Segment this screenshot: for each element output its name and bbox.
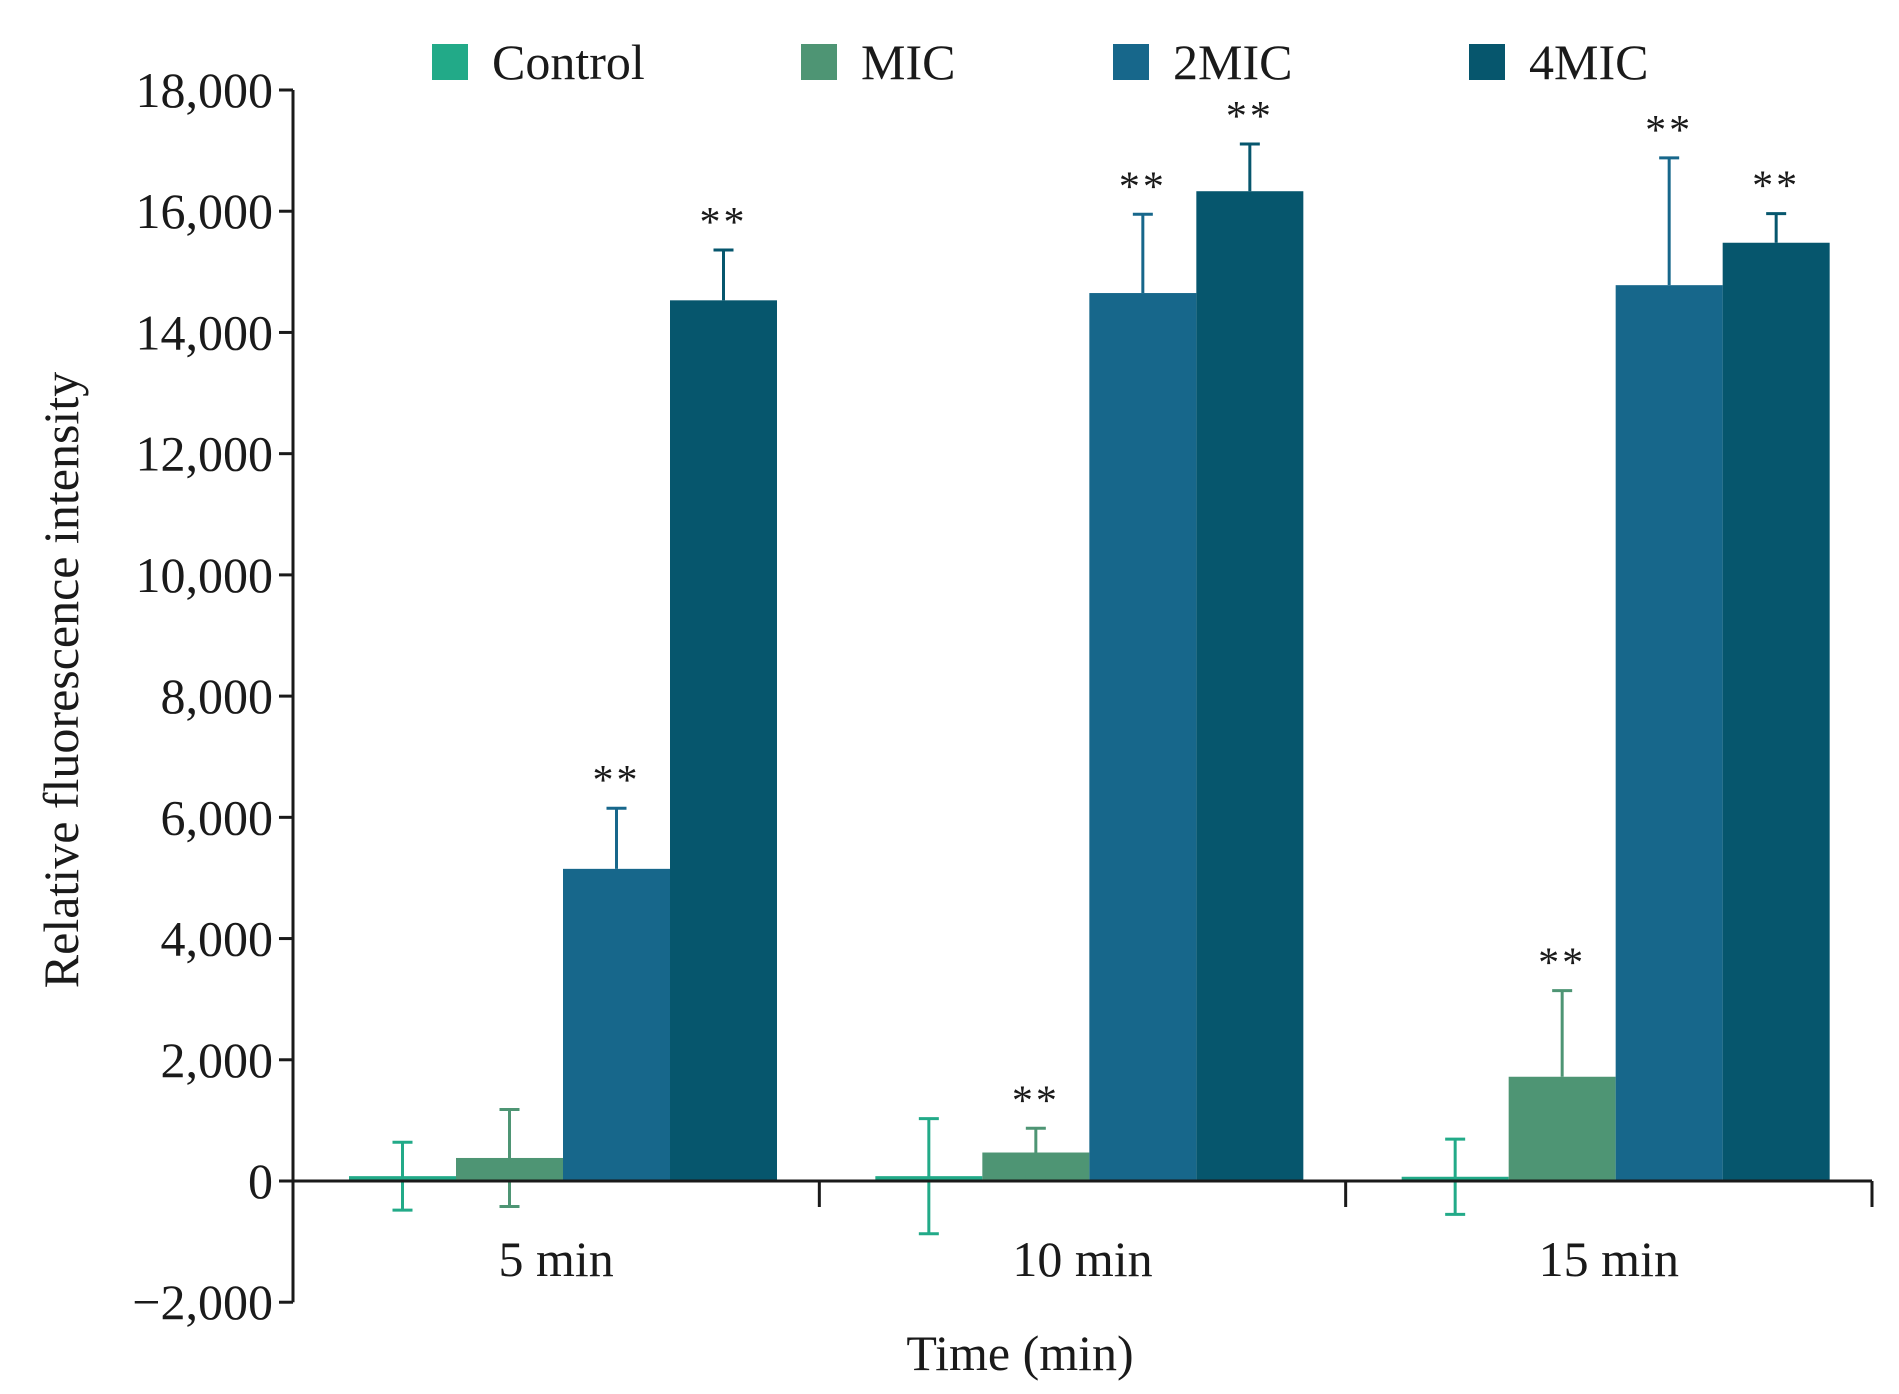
y-axis: −2,000 0 2,000 4,000 6,000 8,000 10,000 12,000 1… [132, 62, 295, 1330]
y-tick-label: 0 [248, 1153, 273, 1209]
significance-label: ** [1752, 164, 1800, 210]
x-category-label: 5 min [499, 1231, 614, 1287]
significance-label: ** [1012, 1078, 1060, 1124]
bar [1508, 1076, 1616, 1181]
significance-label: ** [593, 758, 641, 804]
bar [1196, 191, 1304, 1181]
legend-item: 4MIC [1469, 34, 1648, 90]
x-category-label: 10 min [1012, 1231, 1152, 1287]
bar [563, 868, 670, 1181]
legend-label: 4MIC [1529, 34, 1648, 90]
bar [1089, 293, 1197, 1181]
bars: ** ** ** ** ** ** ** ** [349, 94, 1830, 1236]
y-axis-title: Relative fluorescence intensity [33, 372, 89, 988]
bar [670, 300, 777, 1181]
significance-label: ** [1538, 941, 1586, 987]
legend-item: Control [432, 34, 645, 90]
legend-label: MIC [861, 34, 955, 90]
legend-item: 2MIC [1113, 34, 1292, 90]
significance-label: ** [1645, 108, 1693, 154]
y-tick-label: 6,000 [161, 789, 274, 845]
y-tick-label: 8,000 [161, 668, 274, 724]
significance-label: ** [700, 200, 748, 246]
bar [1722, 242, 1830, 1182]
x-axis: 5 min 10 min 15 min [293, 1179, 1874, 1287]
legend-label: Control [492, 34, 645, 90]
significance-label: ** [1226, 94, 1274, 140]
y-tick-label: 2,000 [161, 1032, 274, 1088]
y-tick-label: 18,000 [136, 62, 274, 118]
y-tick-label: 10,000 [136, 547, 274, 603]
y-tick-label: −2,000 [132, 1274, 273, 1330]
x-category-label: 15 min [1539, 1231, 1679, 1287]
significance-label: ** [1119, 164, 1167, 210]
legend: Control MIC 2MIC 4MIC [432, 34, 1648, 90]
legend-swatch [1469, 44, 1505, 80]
legend-swatch [801, 44, 837, 80]
legend-swatch [1113, 44, 1149, 80]
legend-item: MIC [801, 34, 955, 90]
y-tick-label: 12,000 [136, 426, 274, 482]
x-axis-title: Time (min) [906, 1325, 1133, 1381]
y-tick-label: 16,000 [136, 183, 274, 239]
y-tick-label: 4,000 [161, 911, 274, 967]
y-tick-label: 14,000 [136, 304, 274, 360]
legend-swatch [432, 44, 468, 80]
legend-label: 2MIC [1173, 34, 1292, 90]
bar [1615, 285, 1723, 1181]
